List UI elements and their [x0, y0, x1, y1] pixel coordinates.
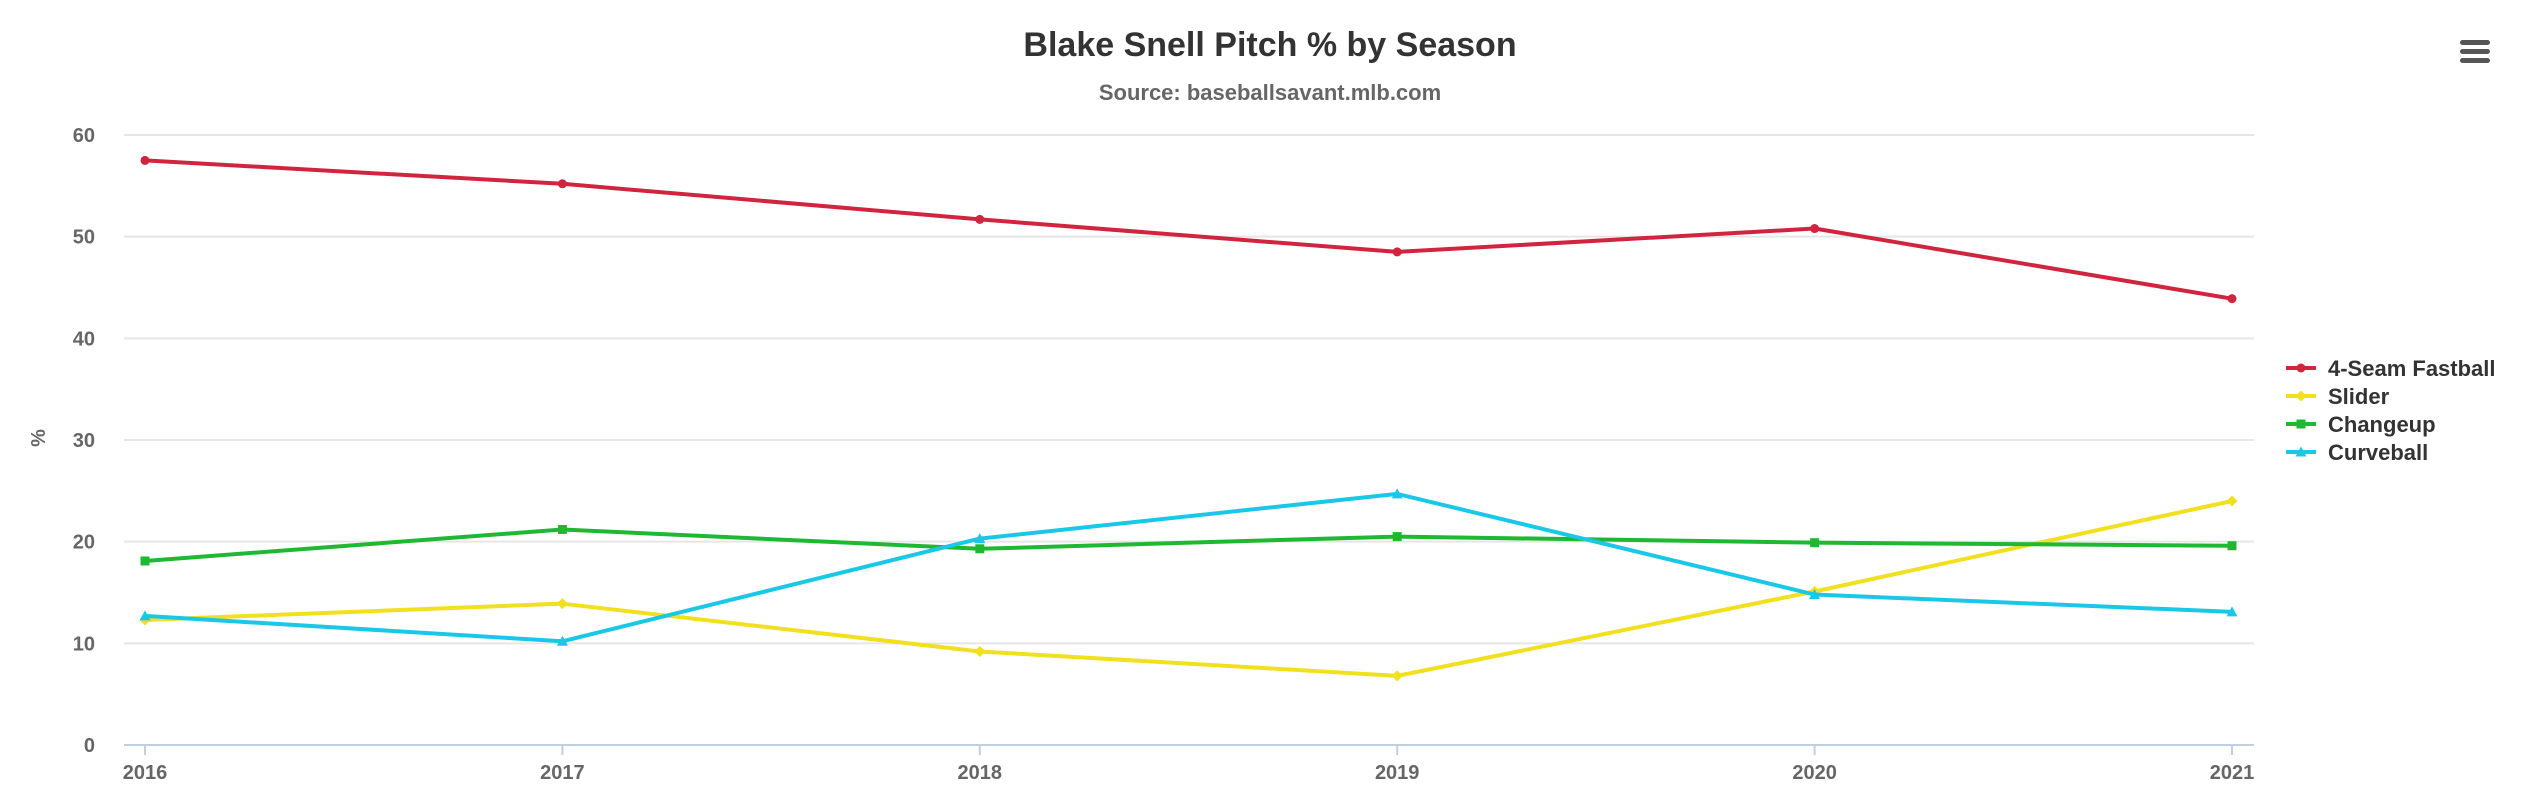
y-axis-label: %	[28, 429, 50, 447]
data-point	[2226, 606, 2238, 617]
legend: 4-Seam Fastball Slider Changeup Curveball	[2286, 356, 2496, 465]
y-tick-label: 20	[73, 532, 95, 554]
x-tick-label: 2020	[1792, 762, 1837, 784]
series-4-seam-fastball	[140, 155, 2237, 304]
data-point	[557, 179, 567, 189]
data-point	[556, 598, 568, 610]
data-point	[974, 645, 986, 657]
data-point	[1810, 224, 1820, 234]
series-slider	[139, 495, 2238, 682]
series-curveball	[139, 488, 2238, 646]
x-tick-label: 2018	[958, 762, 1003, 784]
series-line	[143, 158, 2234, 301]
hamburger-menu-icon[interactable]	[2454, 36, 2496, 72]
data-point	[974, 533, 986, 544]
legend-label: Changeup	[2328, 412, 2436, 437]
series-lines	[139, 155, 2238, 682]
data-point	[1809, 589, 1821, 600]
y-tick-label: 60	[73, 125, 95, 147]
y-tick-label: 30	[73, 430, 95, 452]
chart-subtitle: Source: baseballsavant.mlb.com	[1099, 80, 1441, 105]
axes: 0 10 20 30 40 50 60 2016 2017 2018 2019 2020 2021	[73, 125, 2255, 784]
data-point	[2226, 495, 2238, 507]
y-tick-label: 10	[73, 633, 95, 655]
y-tick-label: 50	[73, 227, 95, 249]
legend-item: 4-Seam Fastball	[2286, 356, 2496, 381]
data-point	[556, 635, 568, 646]
data-point	[140, 155, 150, 165]
legend-label: Curveball	[2328, 440, 2428, 465]
legend-label: Slider	[2328, 384, 2390, 409]
data-point	[975, 214, 985, 224]
legend-marker	[2296, 419, 2306, 429]
x-tick-label: 2021	[2210, 762, 2255, 784]
data-point	[1391, 488, 1403, 499]
legend-label: 4-Seam Fastball	[2328, 356, 2496, 381]
data-point	[2227, 294, 2237, 304]
data-point	[1392, 532, 1402, 542]
legend-marker	[2295, 446, 2307, 457]
y-tick-label: 0	[84, 735, 95, 757]
data-point	[975, 544, 985, 554]
data-point	[139, 610, 151, 621]
data-point	[2227, 541, 2237, 551]
legend-marker	[2295, 390, 2307, 402]
chart-title: Blake Snell Pitch % by Season	[1023, 26, 1516, 64]
data-point	[1810, 538, 1820, 548]
legend-marker	[2296, 363, 2306, 373]
y-tick-label: 40	[73, 328, 95, 350]
legend-item: Curveball	[2286, 440, 2428, 465]
data-point	[140, 556, 150, 566]
x-tick-label: 2019	[1375, 762, 1420, 784]
legend-item: Changeup	[2286, 412, 2436, 437]
x-tick-label: 2017	[540, 762, 585, 784]
series-line	[143, 499, 2234, 678]
data-point	[1392, 247, 1402, 257]
legend-item: Slider	[2286, 384, 2390, 409]
series-line	[143, 527, 2234, 563]
x-tick-label: 2016	[123, 762, 168, 784]
series-line	[143, 491, 2234, 644]
data-point	[557, 524, 567, 534]
series-changeup	[140, 524, 2237, 566]
data-point	[1391, 670, 1403, 682]
